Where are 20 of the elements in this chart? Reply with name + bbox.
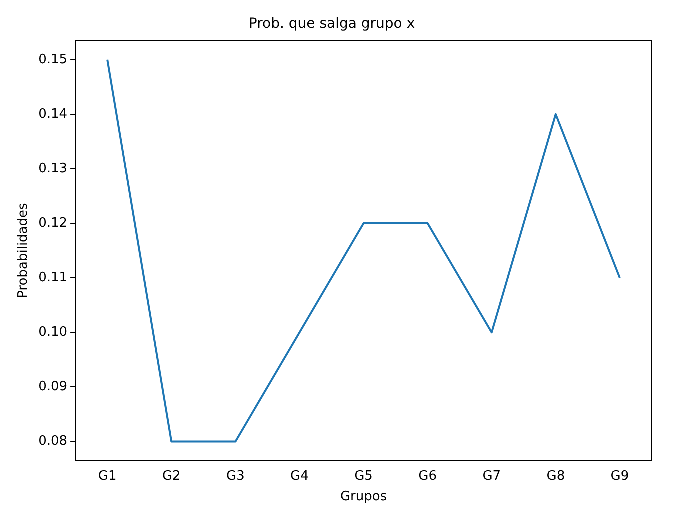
x-tick-label: G7 (482, 468, 502, 484)
x-tick-label: G8 (546, 468, 566, 484)
y-tick-label: 0.13 (38, 161, 68, 176)
y-tick-label: 0.08 (38, 434, 68, 450)
y-tick-label: 0.14 (38, 106, 68, 122)
x-tick-label: G1 (98, 468, 117, 484)
x-tick-label: G9 (610, 468, 630, 484)
x-tick-label: G5 (354, 468, 373, 484)
y-tick-label: 0.12 (38, 216, 68, 231)
y-axis-title: Probabilidades (16, 202, 32, 298)
x-tick-label: G3 (226, 468, 245, 484)
y-tick-label: 0.15 (38, 52, 68, 68)
y-tick-label: 0.11 (38, 270, 68, 286)
x-tick-label: G4 (290, 468, 309, 484)
x-tick-label: G2 (162, 468, 181, 484)
chart-title: Prob. que salga grupo x (248, 16, 416, 32)
x-axis-title: Grupos (340, 490, 388, 505)
x-tick-label: G6 (418, 468, 438, 484)
y-tick-label: 0.09 (38, 380, 68, 395)
y-tick-label: 0.10 (38, 324, 68, 340)
